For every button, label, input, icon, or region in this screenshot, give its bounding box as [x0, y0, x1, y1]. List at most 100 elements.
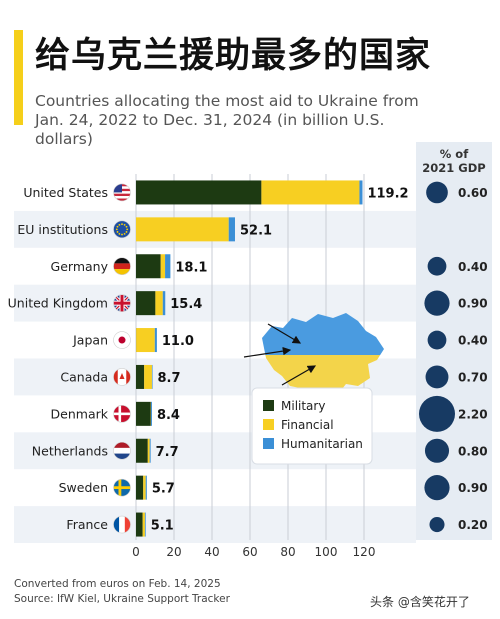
gdp-bubble: [426, 181, 448, 204]
country-label: EU institutions: [17, 222, 108, 237]
gdp-label: 0.60: [458, 186, 488, 200]
bar-financial: [143, 475, 146, 500]
flag-eu-icon: [113, 220, 131, 239]
bar-humanitarian: [165, 254, 171, 279]
gdp-bubble: [424, 438, 450, 463]
legend-box: [251, 387, 373, 465]
gdp-label: 0.40: [458, 334, 488, 348]
flag-gb-icon: [113, 294, 131, 312]
flag-dk-icon: [113, 405, 131, 423]
bar-humanitarian: [228, 217, 235, 242]
gdp-bubble: [427, 256, 447, 276]
bar-military: [136, 401, 151, 426]
gdp-bubble: [424, 475, 450, 501]
bar-financial: [160, 254, 166, 279]
bar-humanitarian: [162, 291, 166, 316]
gdp-label: 2.20: [458, 407, 488, 421]
country-label: Japan: [72, 333, 108, 348]
x-tick-label: 40: [204, 545, 219, 559]
legend-swatch: [263, 400, 274, 411]
bar-humanitarian: [154, 328, 157, 353]
gdp-header-line2: 2021 GDP: [422, 161, 486, 175]
bar-military: [136, 180, 262, 205]
map-arrow: [267, 323, 302, 344]
bar-military: [136, 512, 143, 537]
total-label: 15.4: [170, 297, 202, 312]
legend-swatch: [263, 438, 274, 449]
gdp-bubble: [424, 290, 450, 316]
flag-fr-icon: [113, 515, 131, 534]
x-tick-label: 20: [166, 545, 181, 559]
legend-label: Military: [281, 399, 325, 413]
map-arrow: [281, 365, 317, 386]
flag-nl-icon: [113, 441, 131, 460]
legend-swatch: [263, 419, 274, 430]
country-label: United Kingdom: [8, 296, 108, 311]
bar-financial: [136, 217, 229, 242]
bar-financial: [142, 512, 145, 537]
x-tick-label: 100: [315, 545, 338, 559]
row-stripe: [14, 506, 416, 543]
gdp-label: 0.80: [458, 444, 488, 458]
footer-source: Source: IfW Kiel, Ukraine Support Tracke…: [14, 593, 230, 605]
gdp-label: 0.70: [458, 370, 488, 384]
footer: Converted from euros on Feb. 14, 2025 So…: [14, 577, 230, 607]
bar-humanitarian: [145, 475, 147, 500]
x-tick-label: 0: [132, 545, 140, 559]
legend-label: Humanitarian: [281, 437, 363, 451]
bar-military: [136, 438, 148, 463]
flag-se-icon: [113, 478, 131, 497]
x-tick-label: 60: [242, 545, 257, 559]
bar-military: [136, 475, 144, 500]
bar-financial: [261, 180, 360, 205]
x-tick-label: 120: [353, 545, 376, 559]
total-label: 5.1: [151, 519, 174, 534]
bar-military: [136, 254, 161, 279]
title-accent-bar: [14, 30, 23, 125]
country-label: Denmark: [51, 406, 109, 421]
bar-financial: [147, 438, 150, 463]
gdp-header-line1: % of: [439, 147, 469, 161]
total-label: 119.2: [367, 186, 408, 201]
gdp-bubble: [419, 395, 455, 432]
bar-humanitarian: [149, 438, 151, 463]
map-arrow: [243, 346, 292, 358]
bar-humanitarian: [151, 401, 152, 426]
bar-humanitarian: [359, 180, 363, 205]
country-label: Canada: [60, 369, 108, 384]
gdp-label: 0.90: [458, 297, 488, 311]
gdp-label: 0.90: [458, 481, 488, 495]
footer-note: Converted from euros on Feb. 14, 2025: [14, 578, 221, 590]
total-label: 8.4: [157, 408, 180, 423]
country-label: Netherlands: [32, 443, 108, 458]
gdp-bubble: [427, 330, 447, 350]
gdp-bubble: [429, 517, 445, 533]
chart-title: 给乌克兰援助最多的国家: [35, 36, 432, 76]
total-label: 8.7: [158, 371, 181, 386]
country-label: United States: [23, 185, 108, 200]
flag-de-icon: [113, 257, 131, 276]
legend-label: Financial: [281, 418, 334, 432]
country-label: Sweden: [59, 480, 108, 495]
bar-financial: [155, 291, 163, 316]
country-label: France: [66, 517, 108, 532]
x-tick-label: 80: [280, 545, 295, 559]
total-label: 18.1: [175, 260, 207, 275]
bar-military: [136, 291, 156, 316]
total-label: 7.7: [156, 445, 179, 460]
gdp-column-header: % of 2021 GDP: [416, 147, 492, 175]
flag-jp-icon: [113, 331, 131, 349]
gdp-label: 0.40: [458, 260, 488, 274]
watermark: 头条 @含笑花开了: [370, 595, 470, 609]
total-label: 11.0: [162, 334, 194, 349]
total-label: 52.1: [240, 223, 272, 238]
legend: Military Financial Humanitarian: [251, 387, 373, 465]
gdp-bubble: [425, 365, 449, 389]
total-label: 5.7: [152, 482, 175, 497]
country-label: Germany: [51, 259, 109, 274]
flag-ca-icon: [113, 368, 131, 386]
bar-financial: [144, 364, 152, 389]
flag-us-icon: [113, 183, 131, 202]
bar-humanitarian: [144, 512, 146, 537]
